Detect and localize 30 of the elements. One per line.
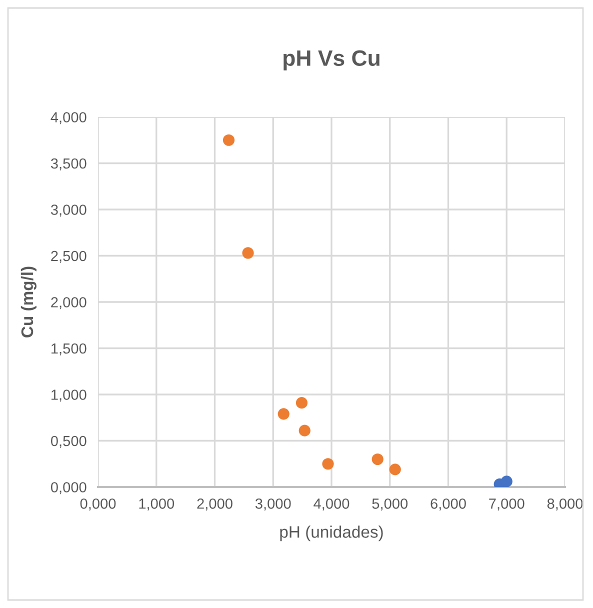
point: [389, 464, 401, 476]
y-tick-label: 3,500: [50, 158, 86, 170]
y-tick-label: 1,000: [52, 390, 86, 402]
point: [500, 476, 512, 487]
x-axis-title: pH (unidades): [280, 526, 383, 542]
point: [222, 134, 235, 146]
y-tick-label: 1,500: [52, 343, 86, 356]
point: [278, 408, 290, 420]
y-axis-title: Cu (mg/l): [20, 266, 37, 338]
x-tick-label: 8,000: [547, 498, 583, 511]
point: [298, 424, 310, 436]
point: [242, 247, 254, 259]
y-tick-label: 0,500: [50, 436, 86, 448]
y-tick-label: 2,000: [51, 297, 86, 310]
y-tick-label: 4,000: [50, 112, 86, 124]
x-tick-label: 5,000: [372, 498, 408, 511]
x-tick-label: 7,000: [489, 498, 524, 511]
x-tick-label: 6,000: [430, 498, 466, 511]
y-tick-label: 0,000: [50, 482, 86, 494]
point: [296, 397, 308, 409]
x-tick-label: 2,000: [197, 498, 232, 511]
point: [372, 453, 384, 466]
x-tick-label: 1,000: [139, 498, 174, 511]
x-tick-label: 4,000: [314, 498, 350, 511]
chart-title: pH Vs Cu: [284, 50, 380, 70]
x-tick-label: 0,000: [80, 498, 116, 511]
y-tick-label: 3,000: [50, 204, 86, 217]
y-tick-label: 2,500: [51, 250, 86, 263]
x-tick-label: 3,000: [255, 498, 291, 511]
point: [322, 458, 334, 470]
